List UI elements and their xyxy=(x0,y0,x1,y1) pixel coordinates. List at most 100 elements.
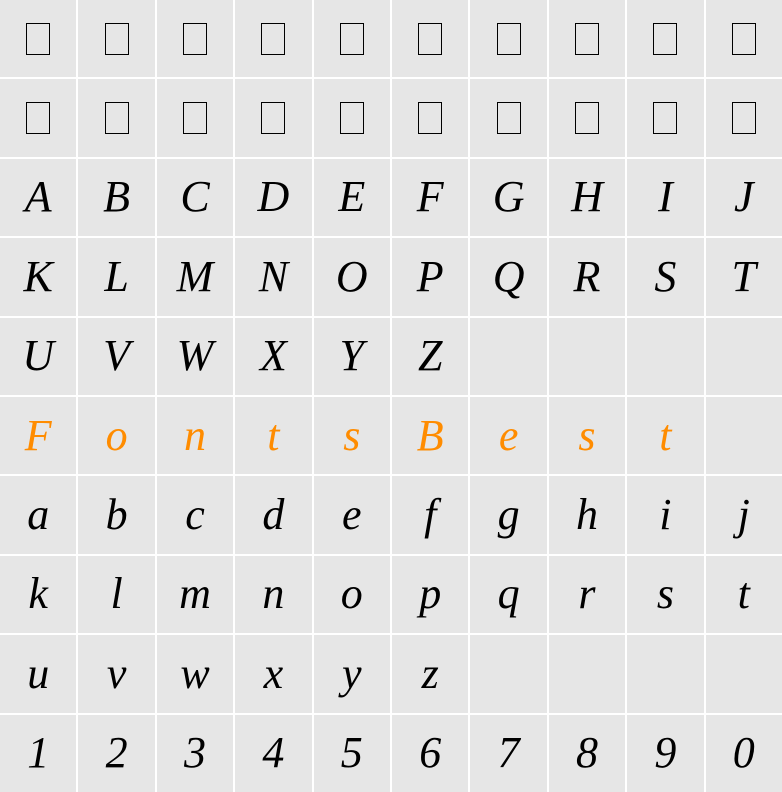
glyph-cell: 7 xyxy=(470,715,546,792)
glyph-cell xyxy=(706,318,782,395)
tofu-glyph xyxy=(26,23,50,55)
tofu-glyph xyxy=(653,23,677,55)
glyph-char: p xyxy=(419,572,441,616)
glyph-char: J xyxy=(734,175,754,219)
glyph-cell: X xyxy=(235,318,311,395)
glyph-grid: ABCDEFGHIJKLMNOPQRSTUVWXYZFontsBestabcde… xyxy=(0,0,782,792)
glyph-char: X xyxy=(260,334,287,378)
glyph-cell: G xyxy=(470,159,546,236)
glyph-cell xyxy=(157,79,233,156)
glyph-cell xyxy=(78,0,154,77)
glyph-cell: a xyxy=(0,476,76,553)
glyph-cell: x xyxy=(235,635,311,712)
glyph-cell: v xyxy=(78,635,154,712)
glyph-cell: j xyxy=(706,476,782,553)
glyph-cell xyxy=(235,0,311,77)
glyph-cell: s xyxy=(627,556,703,633)
glyph-cell: r xyxy=(549,556,625,633)
glyph-char: B xyxy=(417,414,444,458)
glyph-char: t xyxy=(659,414,671,458)
glyph-cell: 5 xyxy=(314,715,390,792)
glyph-cell: e xyxy=(314,476,390,553)
glyph-cell: Q xyxy=(470,238,546,315)
glyph-char: L xyxy=(104,255,128,299)
glyph-char: C xyxy=(180,175,209,219)
glyph-char: 1 xyxy=(27,731,49,775)
glyph-cell: i xyxy=(627,476,703,553)
glyph-char: q xyxy=(498,572,520,616)
glyph-cell: F xyxy=(0,397,76,474)
glyph-cell: b xyxy=(78,476,154,553)
glyph-cell: K xyxy=(0,238,76,315)
glyph-char: r xyxy=(578,572,595,616)
glyph-char: M xyxy=(177,255,214,299)
glyph-cell: 3 xyxy=(157,715,233,792)
glyph-char: A xyxy=(25,175,52,219)
glyph-cell: p xyxy=(392,556,468,633)
glyph-char: y xyxy=(342,652,362,696)
glyph-char: V xyxy=(103,334,130,378)
glyph-char: N xyxy=(259,255,288,299)
tofu-glyph xyxy=(418,23,442,55)
glyph-char: 9 xyxy=(654,731,676,775)
glyph-char: 5 xyxy=(341,731,363,775)
glyph-char: m xyxy=(179,572,211,616)
glyph-cell: P xyxy=(392,238,468,315)
glyph-cell xyxy=(314,79,390,156)
glyph-char: n xyxy=(262,572,284,616)
glyph-cell xyxy=(706,0,782,77)
tofu-glyph xyxy=(261,102,285,134)
glyph-char: H xyxy=(571,175,603,219)
glyph-char: o xyxy=(341,572,363,616)
glyph-cell: 9 xyxy=(627,715,703,792)
glyph-cell: T xyxy=(706,238,782,315)
glyph-cell: S xyxy=(627,238,703,315)
glyph-cell xyxy=(549,318,625,395)
glyph-cell xyxy=(157,0,233,77)
glyph-cell xyxy=(549,0,625,77)
glyph-cell xyxy=(627,318,703,395)
glyph-cell: w xyxy=(157,635,233,712)
glyph-char: D xyxy=(258,175,290,219)
glyph-cell: n xyxy=(157,397,233,474)
glyph-cell: Z xyxy=(392,318,468,395)
tofu-glyph xyxy=(732,102,756,134)
glyph-char: s xyxy=(657,572,674,616)
glyph-char: h xyxy=(576,493,598,537)
glyph-char: O xyxy=(336,255,368,299)
glyph-cell xyxy=(706,397,782,474)
glyph-cell: o xyxy=(314,556,390,633)
glyph-char: G xyxy=(493,175,525,219)
glyph-char: s xyxy=(343,414,360,458)
glyph-cell: C xyxy=(157,159,233,236)
tofu-glyph xyxy=(340,23,364,55)
glyph-char: i xyxy=(659,493,671,537)
tofu-glyph xyxy=(105,23,129,55)
glyph-cell: m xyxy=(157,556,233,633)
glyph-char: s xyxy=(578,414,595,458)
glyph-char: S xyxy=(654,255,676,299)
glyph-char: 8 xyxy=(576,731,598,775)
glyph-cell xyxy=(0,79,76,156)
tofu-glyph xyxy=(497,23,521,55)
tofu-glyph xyxy=(653,102,677,134)
glyph-char: 6 xyxy=(419,731,441,775)
tofu-glyph xyxy=(340,102,364,134)
glyph-cell: f xyxy=(392,476,468,553)
glyph-cell: R xyxy=(549,238,625,315)
glyph-cell: D xyxy=(235,159,311,236)
glyph-char: e xyxy=(342,493,362,537)
glyph-cell: Y xyxy=(314,318,390,395)
glyph-char: u xyxy=(27,652,49,696)
glyph-char: d xyxy=(262,493,284,537)
glyph-char: c xyxy=(185,493,205,537)
glyph-cell: t xyxy=(706,556,782,633)
glyph-cell: 8 xyxy=(549,715,625,792)
glyph-cell xyxy=(235,79,311,156)
glyph-cell: s xyxy=(314,397,390,474)
glyph-cell: H xyxy=(549,159,625,236)
glyph-cell: 2 xyxy=(78,715,154,792)
glyph-cell: W xyxy=(157,318,233,395)
glyph-char: T xyxy=(732,255,756,299)
glyph-cell xyxy=(470,635,546,712)
